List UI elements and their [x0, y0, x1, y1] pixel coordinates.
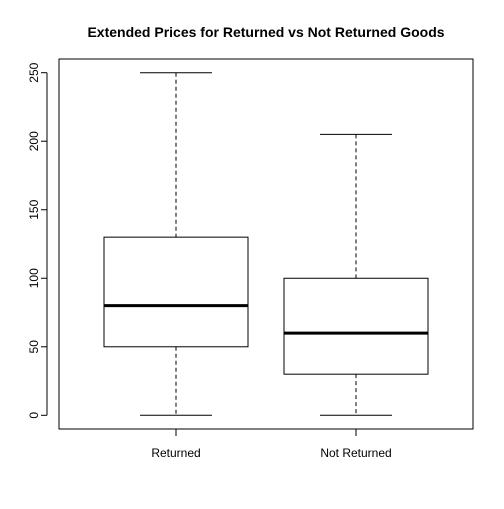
- y-tick-label: 50: [27, 340, 41, 354]
- iqr-box: [283, 277, 429, 375]
- y-tick-label: 150: [27, 199, 41, 219]
- x-axis: Returned Not Returned: [151, 428, 392, 460]
- y-tick-label: 200: [27, 131, 41, 151]
- box-group: [103, 72, 249, 416]
- chart-title: Extended Prices for Returned vs Not Retu…: [87, 24, 444, 40]
- iqr-box: [103, 236, 249, 348]
- y-axis: 0 50 100 150 200 250: [27, 62, 48, 419]
- box-group: [283, 133, 429, 416]
- box-series: [103, 72, 429, 416]
- y-tick-label: 100: [27, 268, 41, 288]
- y-tick-label: 250: [27, 62, 41, 82]
- y-tick-label: 0: [27, 412, 41, 419]
- x-tick-label: Not Returned: [320, 446, 391, 460]
- x-tick-label: Returned: [151, 446, 200, 460]
